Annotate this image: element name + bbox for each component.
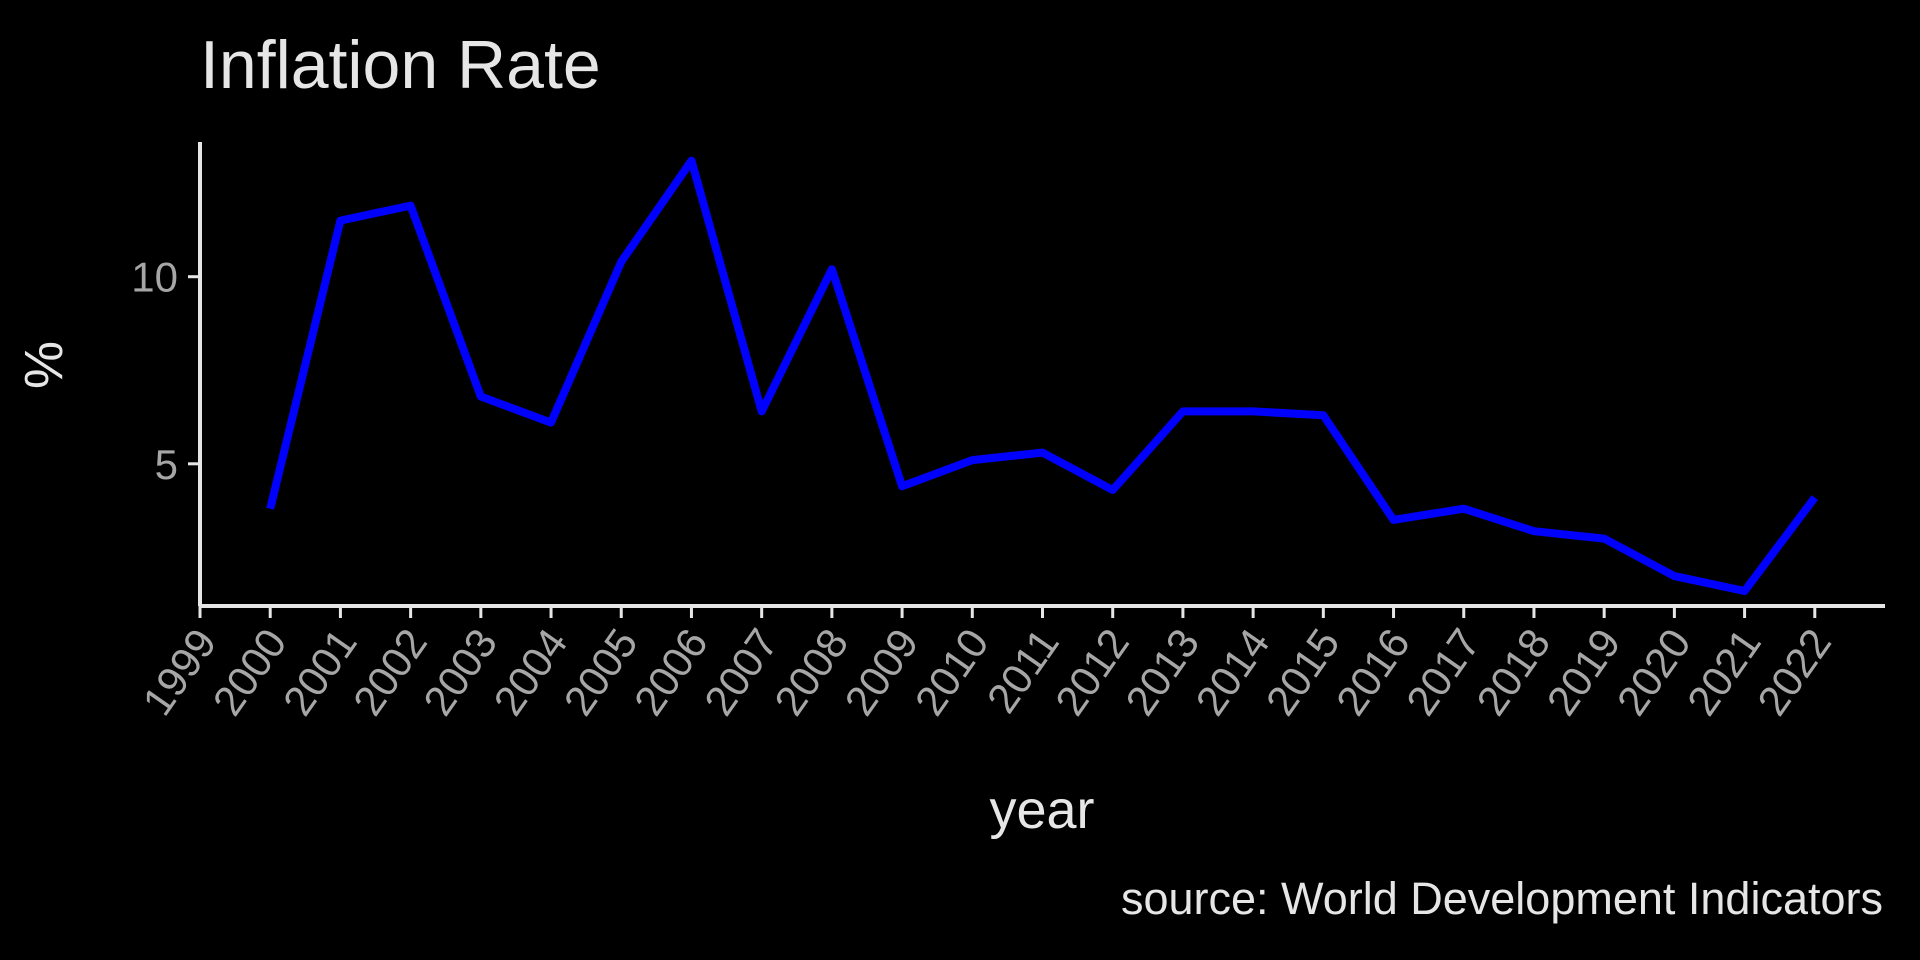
x-tick-label: 2011 bbox=[978, 620, 1068, 721]
x-tick-label: 2017 bbox=[1397, 620, 1489, 723]
x-tick-label: 2006 bbox=[625, 620, 717, 723]
x-tick-label: 2007 bbox=[695, 620, 787, 723]
x-tick-label: 2004 bbox=[484, 620, 576, 723]
y-axis-title: % bbox=[14, 341, 74, 389]
y-tick-label: 10 bbox=[131, 254, 178, 301]
x-tick-label: 2013 bbox=[1116, 620, 1208, 723]
x-tick-label: 2018 bbox=[1467, 620, 1559, 723]
plot-area: 5101999200020012002200320042005200620072… bbox=[131, 142, 1885, 724]
source-caption: source: World Development Indicators bbox=[1121, 873, 1883, 924]
x-tick-label: 2010 bbox=[906, 620, 998, 723]
x-tick-label: 2012 bbox=[1046, 620, 1138, 723]
x-tick-label: 1999 bbox=[133, 620, 225, 723]
x-tick-label: 2003 bbox=[414, 620, 506, 723]
x-axis-title: year bbox=[989, 780, 1094, 840]
x-tick-label: 2005 bbox=[555, 620, 647, 723]
x-tick-label: 2001 bbox=[274, 620, 366, 723]
x-tick-label: 2019 bbox=[1537, 620, 1629, 723]
x-tick-label: 2015 bbox=[1257, 620, 1349, 723]
x-tick-label: 2020 bbox=[1608, 620, 1700, 723]
x-tick-label: 2021 bbox=[1678, 620, 1770, 723]
x-tick-label: 2002 bbox=[344, 620, 436, 723]
x-tick-label: 2000 bbox=[203, 620, 295, 723]
y-tick-label: 5 bbox=[155, 441, 178, 488]
x-tick-label: 2008 bbox=[765, 620, 857, 723]
chart-title: Inflation Rate bbox=[200, 27, 601, 103]
series-line-inflation bbox=[266, 156, 1818, 595]
x-tick-label: 2016 bbox=[1327, 620, 1419, 723]
x-tick-label: 2022 bbox=[1748, 620, 1840, 723]
x-tick-label: 2014 bbox=[1186, 620, 1278, 723]
x-tick-label: 2009 bbox=[835, 620, 927, 723]
